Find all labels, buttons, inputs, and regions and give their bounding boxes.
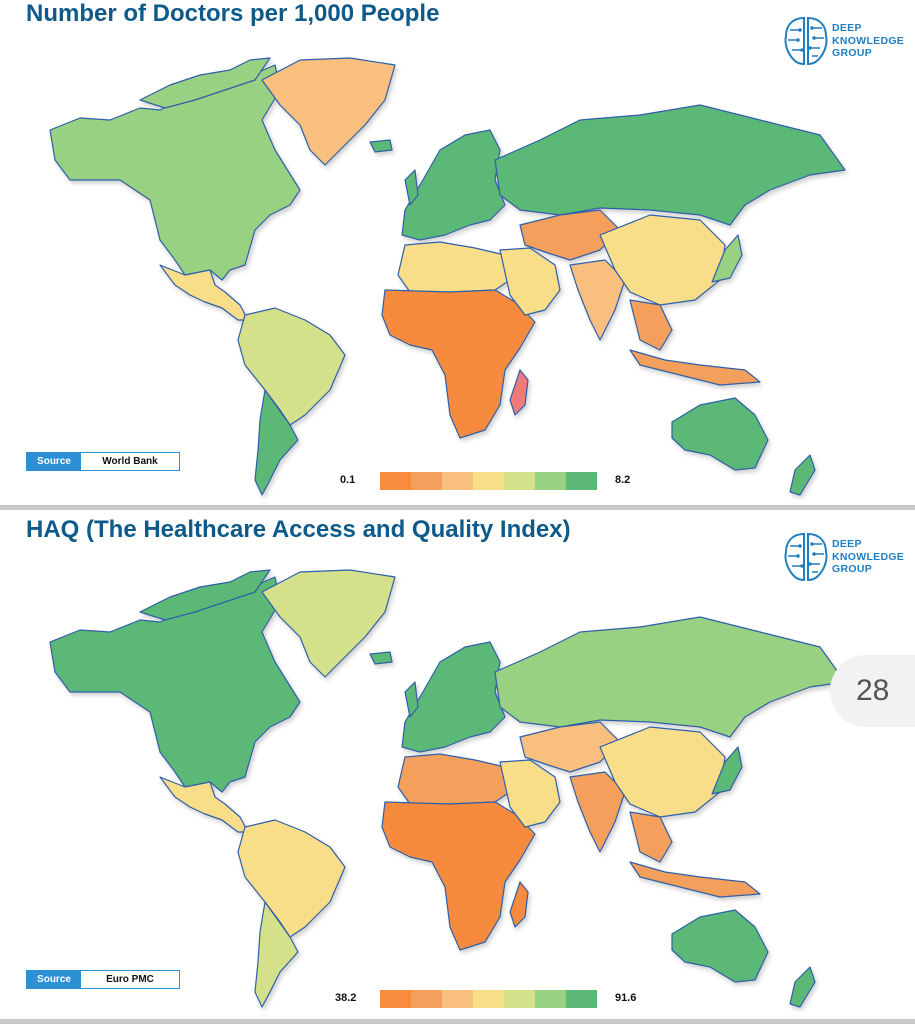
legend-swatch-5	[504, 472, 535, 490]
region-india	[569, 771, 626, 853]
region-madagascar	[509, 881, 529, 928]
legend-bar	[380, 472, 597, 490]
legend-min: 0.1	[340, 474, 356, 486]
legend-swatch-3	[442, 990, 473, 1008]
region-central-america	[159, 776, 249, 833]
page-number-badge[interactable]: 28	[830, 655, 915, 727]
brain-icon	[784, 532, 828, 582]
region-india	[569, 259, 626, 341]
haq-map-panel: HAQ (The Healthcare Access and Quality I…	[0, 512, 915, 1020]
deep-knowledge-group-logo: DEEP KNOWLEDGE GROUP	[782, 14, 905, 68]
logo-line-1: DEEP	[832, 22, 862, 34]
region-japan	[711, 746, 743, 795]
brain-icon	[784, 16, 828, 66]
logo-line-3: GROUP	[832, 563, 873, 575]
region-new-zealand	[789, 454, 816, 496]
world-map	[49, 569, 846, 1008]
region-arctic-islands	[139, 569, 271, 621]
region-iceland	[369, 651, 393, 665]
region-central-asia	[519, 721, 621, 773]
region-central-asia	[519, 209, 621, 261]
region-sub-saharan-africa	[381, 289, 536, 439]
region-mideast	[499, 759, 561, 828]
region-china	[599, 214, 726, 306]
region-russia	[494, 104, 846, 226]
panel-divider	[0, 1019, 915, 1024]
logo-line-2: KNOWLEDGE	[832, 34, 905, 47]
legend-swatch-3	[442, 472, 473, 490]
legend-min: 38.2	[335, 992, 357, 1004]
region-australia	[671, 397, 769, 471]
region-madagascar	[509, 369, 529, 416]
region-japan	[711, 234, 743, 283]
world-map	[49, 57, 846, 496]
region-argentina	[254, 901, 299, 1008]
region-arctic-islands	[139, 57, 271, 109]
region-greenland	[261, 569, 396, 678]
legend-swatch-1	[380, 472, 411, 490]
region-iceland	[369, 139, 393, 153]
logo-line-3: GROUP	[832, 47, 873, 59]
region-mideast	[499, 247, 561, 316]
legend-swatch-7	[566, 472, 597, 490]
legend-max: 8.2	[615, 474, 631, 486]
page-number: 28	[856, 674, 890, 707]
region-central-america	[159, 264, 249, 321]
doctors-map-panel: Number of Doctors per 1,000 People DEEP …	[0, 0, 915, 505]
region-uk	[404, 169, 419, 206]
region-europe	[401, 129, 506, 241]
region-se-asia	[629, 811, 673, 863]
panel-divider	[0, 505, 915, 510]
region-indonesia	[629, 349, 761, 386]
region-china	[599, 726, 726, 818]
legend-swatch-7	[566, 990, 597, 1008]
region-north-africa	[397, 753, 511, 805]
region-uk	[404, 681, 419, 718]
region-indonesia	[629, 861, 761, 898]
source-tag: Source Euro PMC	[26, 970, 180, 989]
panel-title: Number of Doctors per 1,000 People	[26, 0, 440, 27]
legend-swatch-6	[535, 990, 566, 1008]
legend-swatch-5	[504, 990, 535, 1008]
legend-swatch-1	[380, 990, 411, 1008]
source-label: Source	[27, 971, 81, 988]
region-north-africa	[397, 241, 511, 293]
legend-max: 91.6	[615, 992, 637, 1004]
region-south-america	[237, 819, 346, 938]
region-sub-saharan-africa	[381, 801, 536, 951]
legend-swatch-6	[535, 472, 566, 490]
region-russia	[494, 616, 846, 738]
source-value: World Bank	[81, 453, 179, 470]
source-label: Source	[27, 453, 81, 470]
logo-line-2: KNOWLEDGE	[832, 550, 905, 563]
panel-title: HAQ (The Healthcare Access and Quality I…	[26, 516, 571, 543]
legend-swatch-2	[411, 472, 442, 490]
legend-swatch-4	[473, 990, 504, 1008]
legend-swatch-4	[473, 472, 504, 490]
region-new-zealand	[789, 966, 816, 1008]
region-greenland	[261, 57, 396, 166]
legend-bar	[380, 990, 597, 1008]
logo-line-1: DEEP	[832, 538, 862, 550]
source-tag: Source World Bank	[26, 452, 180, 471]
deep-knowledge-group-logo: DEEP KNOWLEDGE GROUP	[782, 530, 905, 584]
region-argentina	[254, 389, 299, 496]
source-value: Euro PMC	[81, 971, 179, 988]
legend-swatch-2	[411, 990, 442, 1008]
region-europe	[401, 641, 506, 753]
region-australia	[671, 909, 769, 983]
region-south-america	[237, 307, 346, 426]
region-se-asia	[629, 299, 673, 351]
